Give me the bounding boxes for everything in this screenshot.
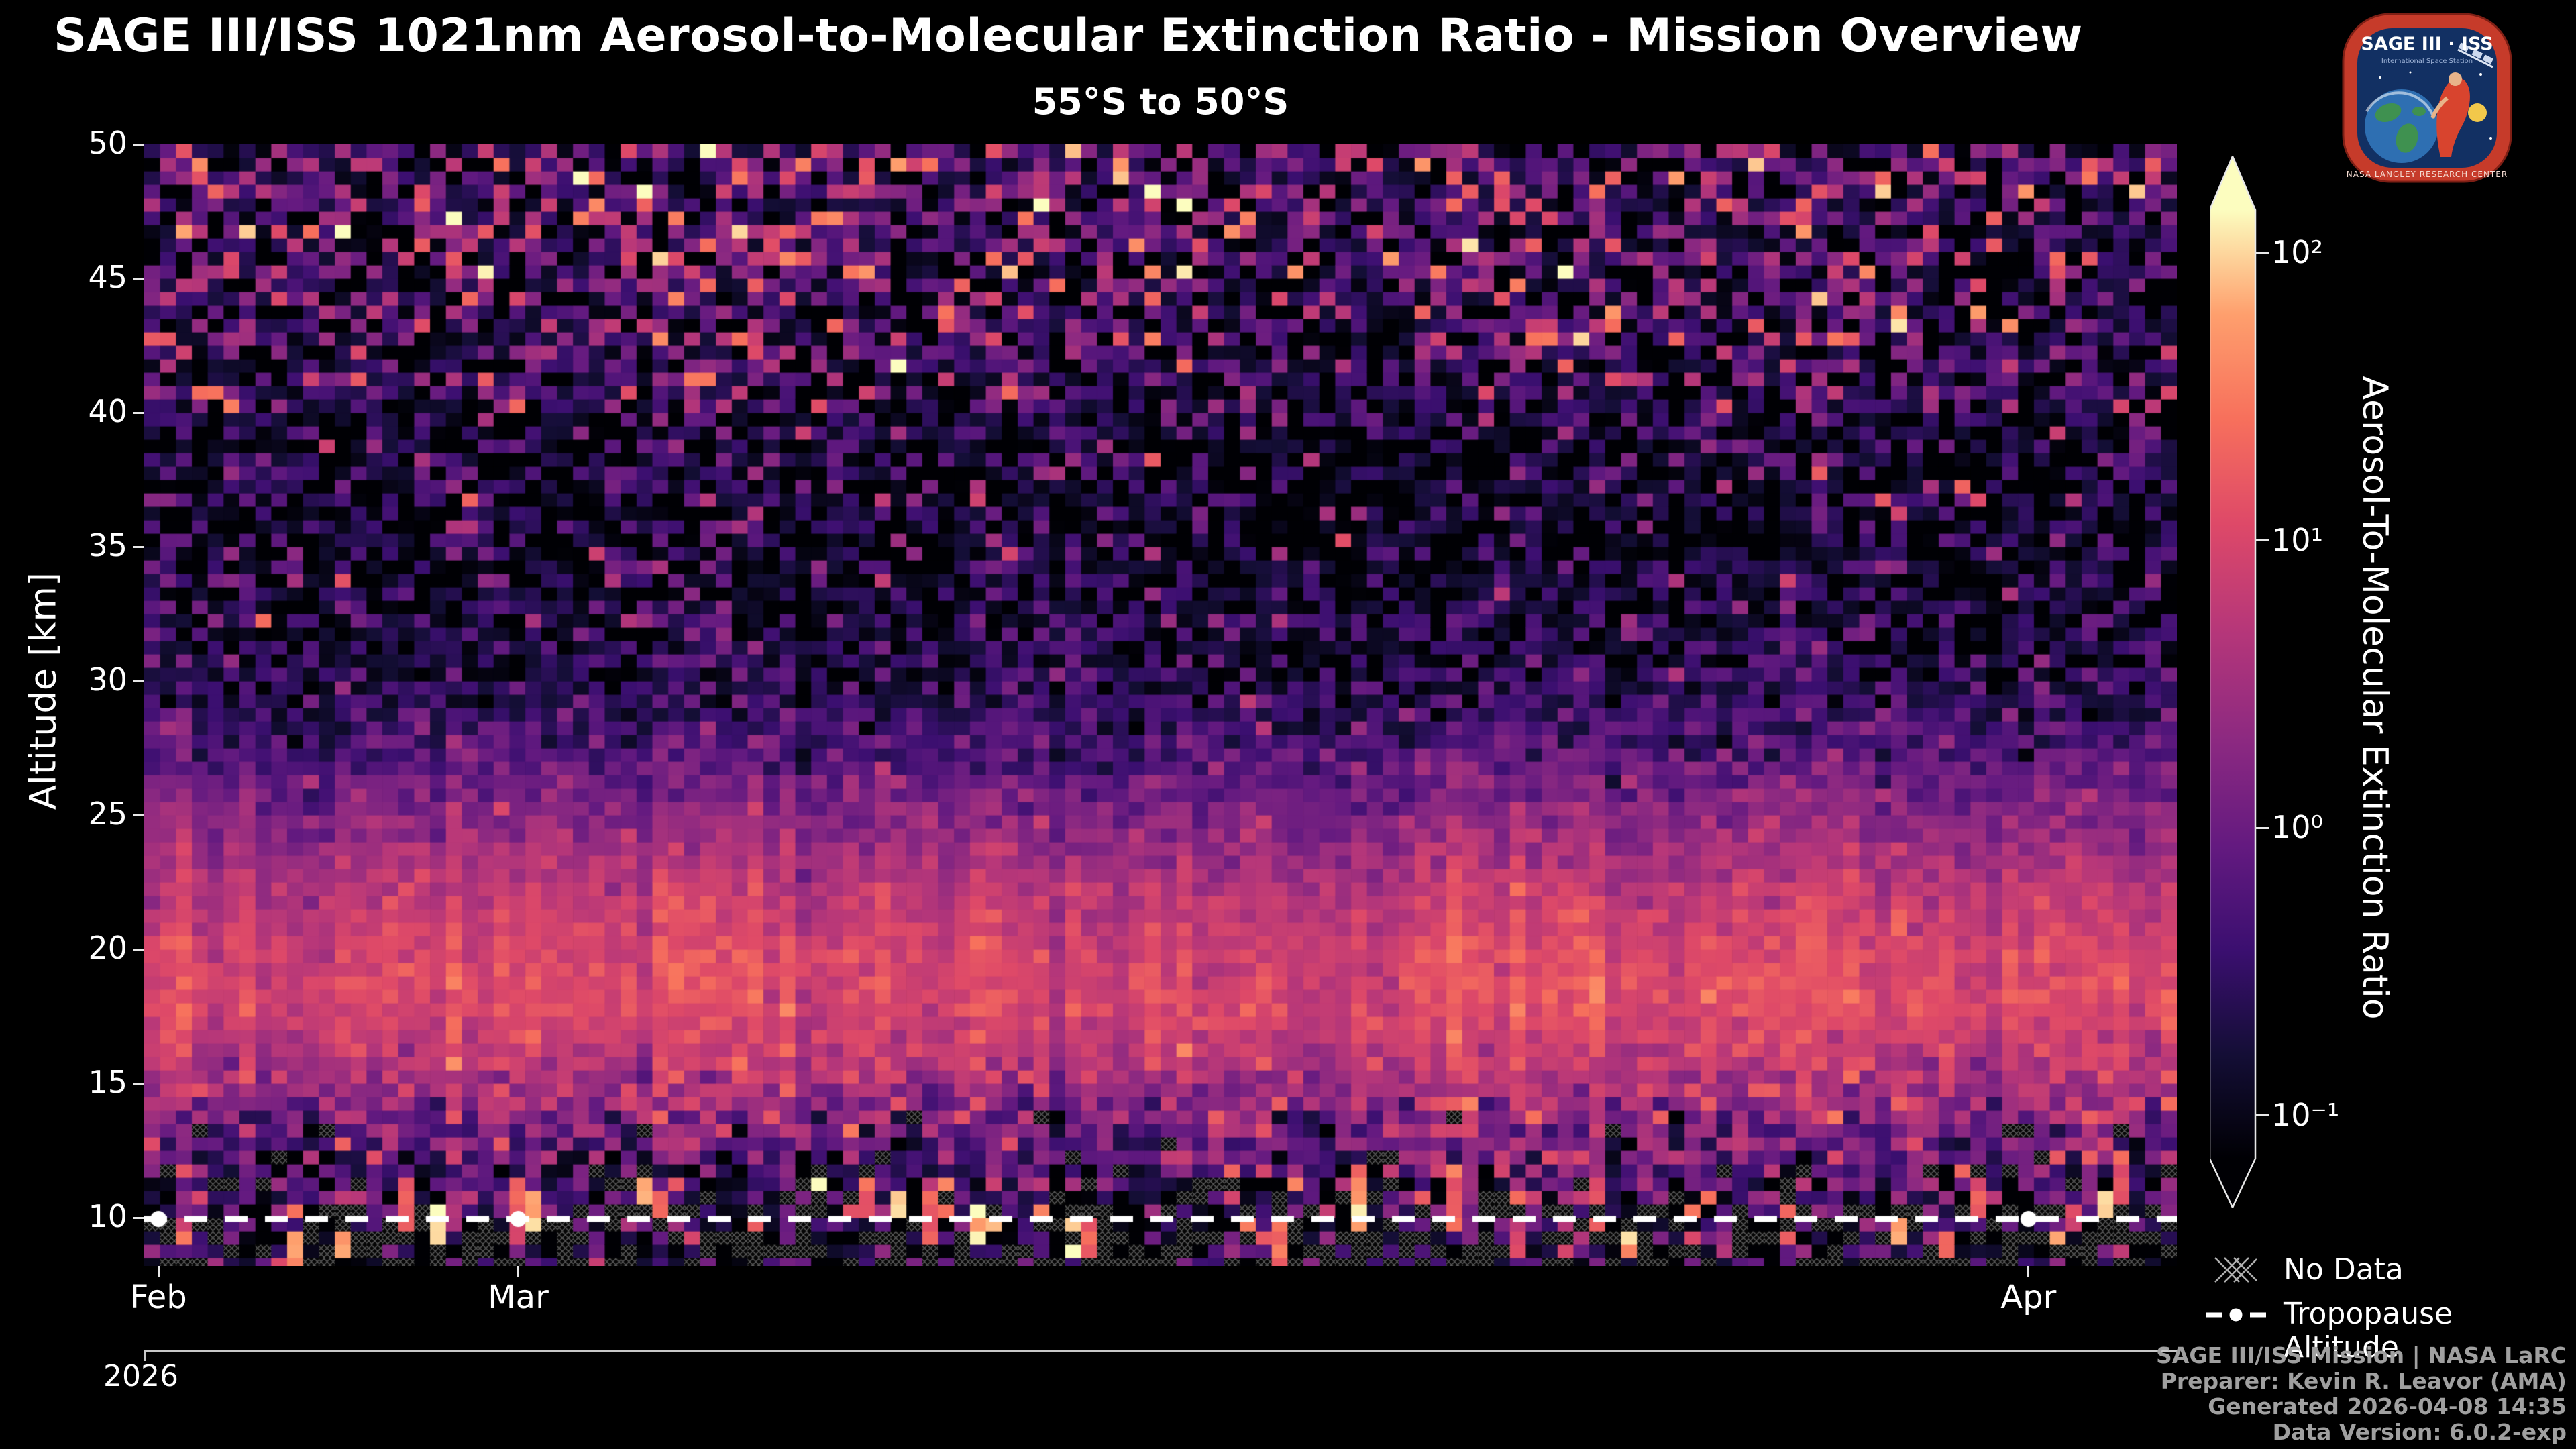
robed-figure [2430,72,2470,157]
legend-tropopause-label: Tropopause Altitude [2284,1297,2453,1364]
extinction-ratio-heatmap-canvas [144,144,2177,1266]
ytick-mark-45 [133,277,144,280]
footer-line-generated: Generated 2026-04-08 14:35 [2208,1393,2567,1419]
no-data-hatch-icon [2214,1257,2257,1283]
xtick-mark-feb [157,1266,160,1277]
cbar-tick-label-0.1: 10⁻¹ [2271,1096,2340,1133]
iss-sketch-icon [2457,42,2494,68]
footer-line-version: Data Version: 6.0.2-exp [2272,1419,2567,1445]
ytick-mark-25 [133,814,144,816]
ytick-label-50: 50 [88,125,127,161]
footer-line-mission: SAGE III/ISS Mission | NASA LaRC [2156,1342,2567,1368]
colorbar [2210,156,2257,1208]
sage-iii-iss-mission-patch: SAGE III · ISS International Space Stati… [2342,13,2512,183]
ytick-label-15: 15 [88,1064,127,1100]
year-label: 2026 [103,1359,178,1393]
colorbar-label: Aerosol-To-Molecular Extinction Ratio [2355,376,2395,1020]
earth-atmosphere-arc [2365,91,2435,119]
colorbar-gradient-arrow [2210,156,2257,1208]
ytick-label-10: 10 [88,1198,127,1234]
cbar-tick-mark-10 [2255,539,2269,542]
year-axis-tick [144,1350,146,1361]
xtick-mark-mar [517,1266,520,1277]
patch-subtitle-text: International Space Station [2381,58,2473,65]
cbar-tick-label-1: 10⁰ [2271,809,2323,846]
page-title: SAGE III/ISS 1021nm Aerosol-to-Molecular… [54,9,2083,62]
ytick-label-40: 40 [88,393,127,429]
patch-ring-text: NASA LANGLEY RESEARCH CENTER [2347,170,2508,179]
ytick-mark-15 [133,1082,144,1085]
ytick-label-20: 20 [88,930,127,966]
xtick-label-mar: Mar [488,1279,549,1316]
ytick-mark-50 [133,143,144,146]
tropopause-line-icon [2206,1308,2266,1322]
ytick-label-30: 30 [88,661,127,698]
footer-line-preparer: Preparer: Kevin R. Leavor (AMA) [2160,1368,2567,1394]
footer-credits: SAGE III/ISS Mission | NASA LaRC Prepare… [2156,1343,2567,1445]
sun-icon [2468,103,2487,122]
ytick-label-35: 35 [88,527,127,564]
cbar-tick-label-10: 10¹ [2271,521,2323,558]
ytick-mark-35 [133,545,144,548]
xtick-label-feb: Feb [129,1279,187,1316]
ytick-label-25: 25 [88,796,127,832]
heatmap-plot-area [144,144,2177,1266]
cbar-tick-label-100: 10² [2271,234,2323,271]
earth-landmasses [2375,103,2426,153]
year-axis-line [144,1350,2177,1352]
patch-title-text: SAGE III · ISS [2361,34,2493,54]
latitude-range-subtitle: 55°S to 50°S [1032,80,1289,123]
xtick-mark-apr [2027,1266,2030,1277]
ytick-label-45: 45 [88,259,127,295]
ytick-mark-30 [133,680,144,682]
ytick-mark-20 [133,948,144,951]
cbar-tick-mark-100 [2255,252,2269,254]
xtick-label-apr: Apr [2000,1279,2057,1316]
ytick-mark-10 [133,1216,144,1219]
cbar-tick-mark-0.1 [2255,1114,2269,1117]
legend-no-data-label: No Data [2284,1252,2404,1287]
ytick-mark-40 [133,411,144,414]
cbar-tick-mark-1 [2255,826,2269,829]
